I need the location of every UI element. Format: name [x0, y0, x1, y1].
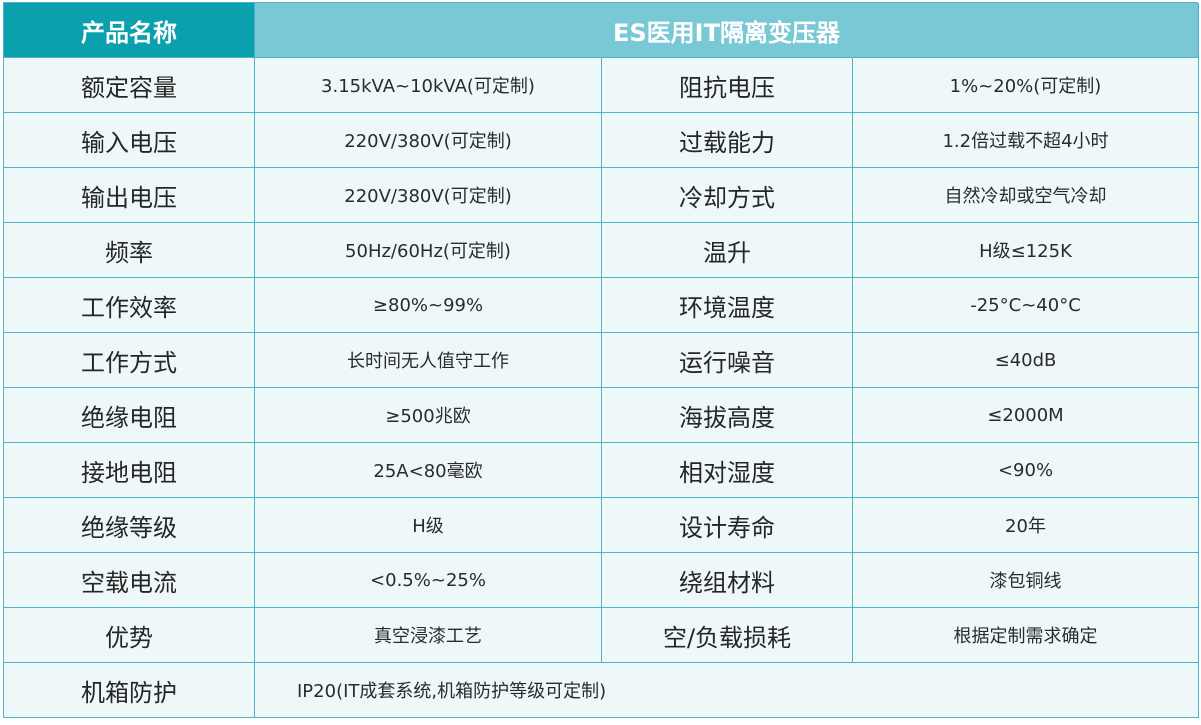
row-value: 20年	[853, 498, 1199, 553]
row-label: 绝缘电阻	[4, 388, 255, 443]
row-value: 1%~20%(可定制)	[853, 58, 1199, 113]
row-label: 海拔高度	[602, 388, 853, 443]
last-row-label: 机箱防护	[4, 663, 255, 718]
row-label: 设计寿命	[602, 498, 853, 553]
row-value: H级≤125K	[853, 223, 1199, 278]
row-value: 根据定制需求确定	[853, 608, 1199, 663]
row-value: <90%	[853, 443, 1199, 498]
row-label: 温升	[602, 223, 853, 278]
spec-table: 产品名称 ES医用IT隔离变压器 额定容量 3.15kVA~10kVA(可定制)…	[3, 2, 1199, 718]
row-value: 漆包铜线	[853, 553, 1199, 608]
row-label: 输出电压	[4, 168, 255, 223]
row-value: 220V/380V(可定制)	[255, 168, 602, 223]
row-label: 运行噪音	[602, 333, 853, 388]
row-label: 空载电流	[4, 553, 255, 608]
row-value: 220V/380V(可定制)	[255, 113, 602, 168]
row-label: 过载能力	[602, 113, 853, 168]
row-value: <0.5%~25%	[255, 553, 602, 608]
row-value: ≥500兆欧	[255, 388, 602, 443]
row-value: H级	[255, 498, 602, 553]
row-label: 输入电压	[4, 113, 255, 168]
row-value: -25°C~40°C	[853, 278, 1199, 333]
row-label: 相对湿度	[602, 443, 853, 498]
row-value: 1.2倍过载不超4小时	[853, 113, 1199, 168]
row-label: 环境温度	[602, 278, 853, 333]
row-label: 工作方式	[4, 333, 255, 388]
row-value: 50Hz/60Hz(可定制)	[255, 223, 602, 278]
row-value: ≤2000M	[853, 388, 1199, 443]
header-title: ES医用IT隔离变压器	[255, 3, 1199, 58]
row-value: 真空浸漆工艺	[255, 608, 602, 663]
header-label: 产品名称	[4, 3, 255, 58]
row-label: 频率	[4, 223, 255, 278]
row-value: 长时间无人值守工作	[255, 333, 602, 388]
row-label: 接地电阻	[4, 443, 255, 498]
row-value: ≥80%~99%	[255, 278, 602, 333]
row-value: ≤40dB	[853, 333, 1199, 388]
row-label: 绕组材料	[602, 553, 853, 608]
row-label: 优势	[4, 608, 255, 663]
row-label: 额定容量	[4, 58, 255, 113]
row-label: 空/负载损耗	[602, 608, 853, 663]
last-row-value: IP20(IT成套系统,机箱防护等级可定制)	[255, 663, 1199, 718]
row-label: 工作效率	[4, 278, 255, 333]
row-label: 绝缘等级	[4, 498, 255, 553]
row-value: 3.15kVA~10kVA(可定制)	[255, 58, 602, 113]
row-label: 阻抗电压	[602, 58, 853, 113]
row-value: 自然冷却或空气冷却	[853, 168, 1199, 223]
row-label: 冷却方式	[602, 168, 853, 223]
row-value: 25A<80毫欧	[255, 443, 602, 498]
